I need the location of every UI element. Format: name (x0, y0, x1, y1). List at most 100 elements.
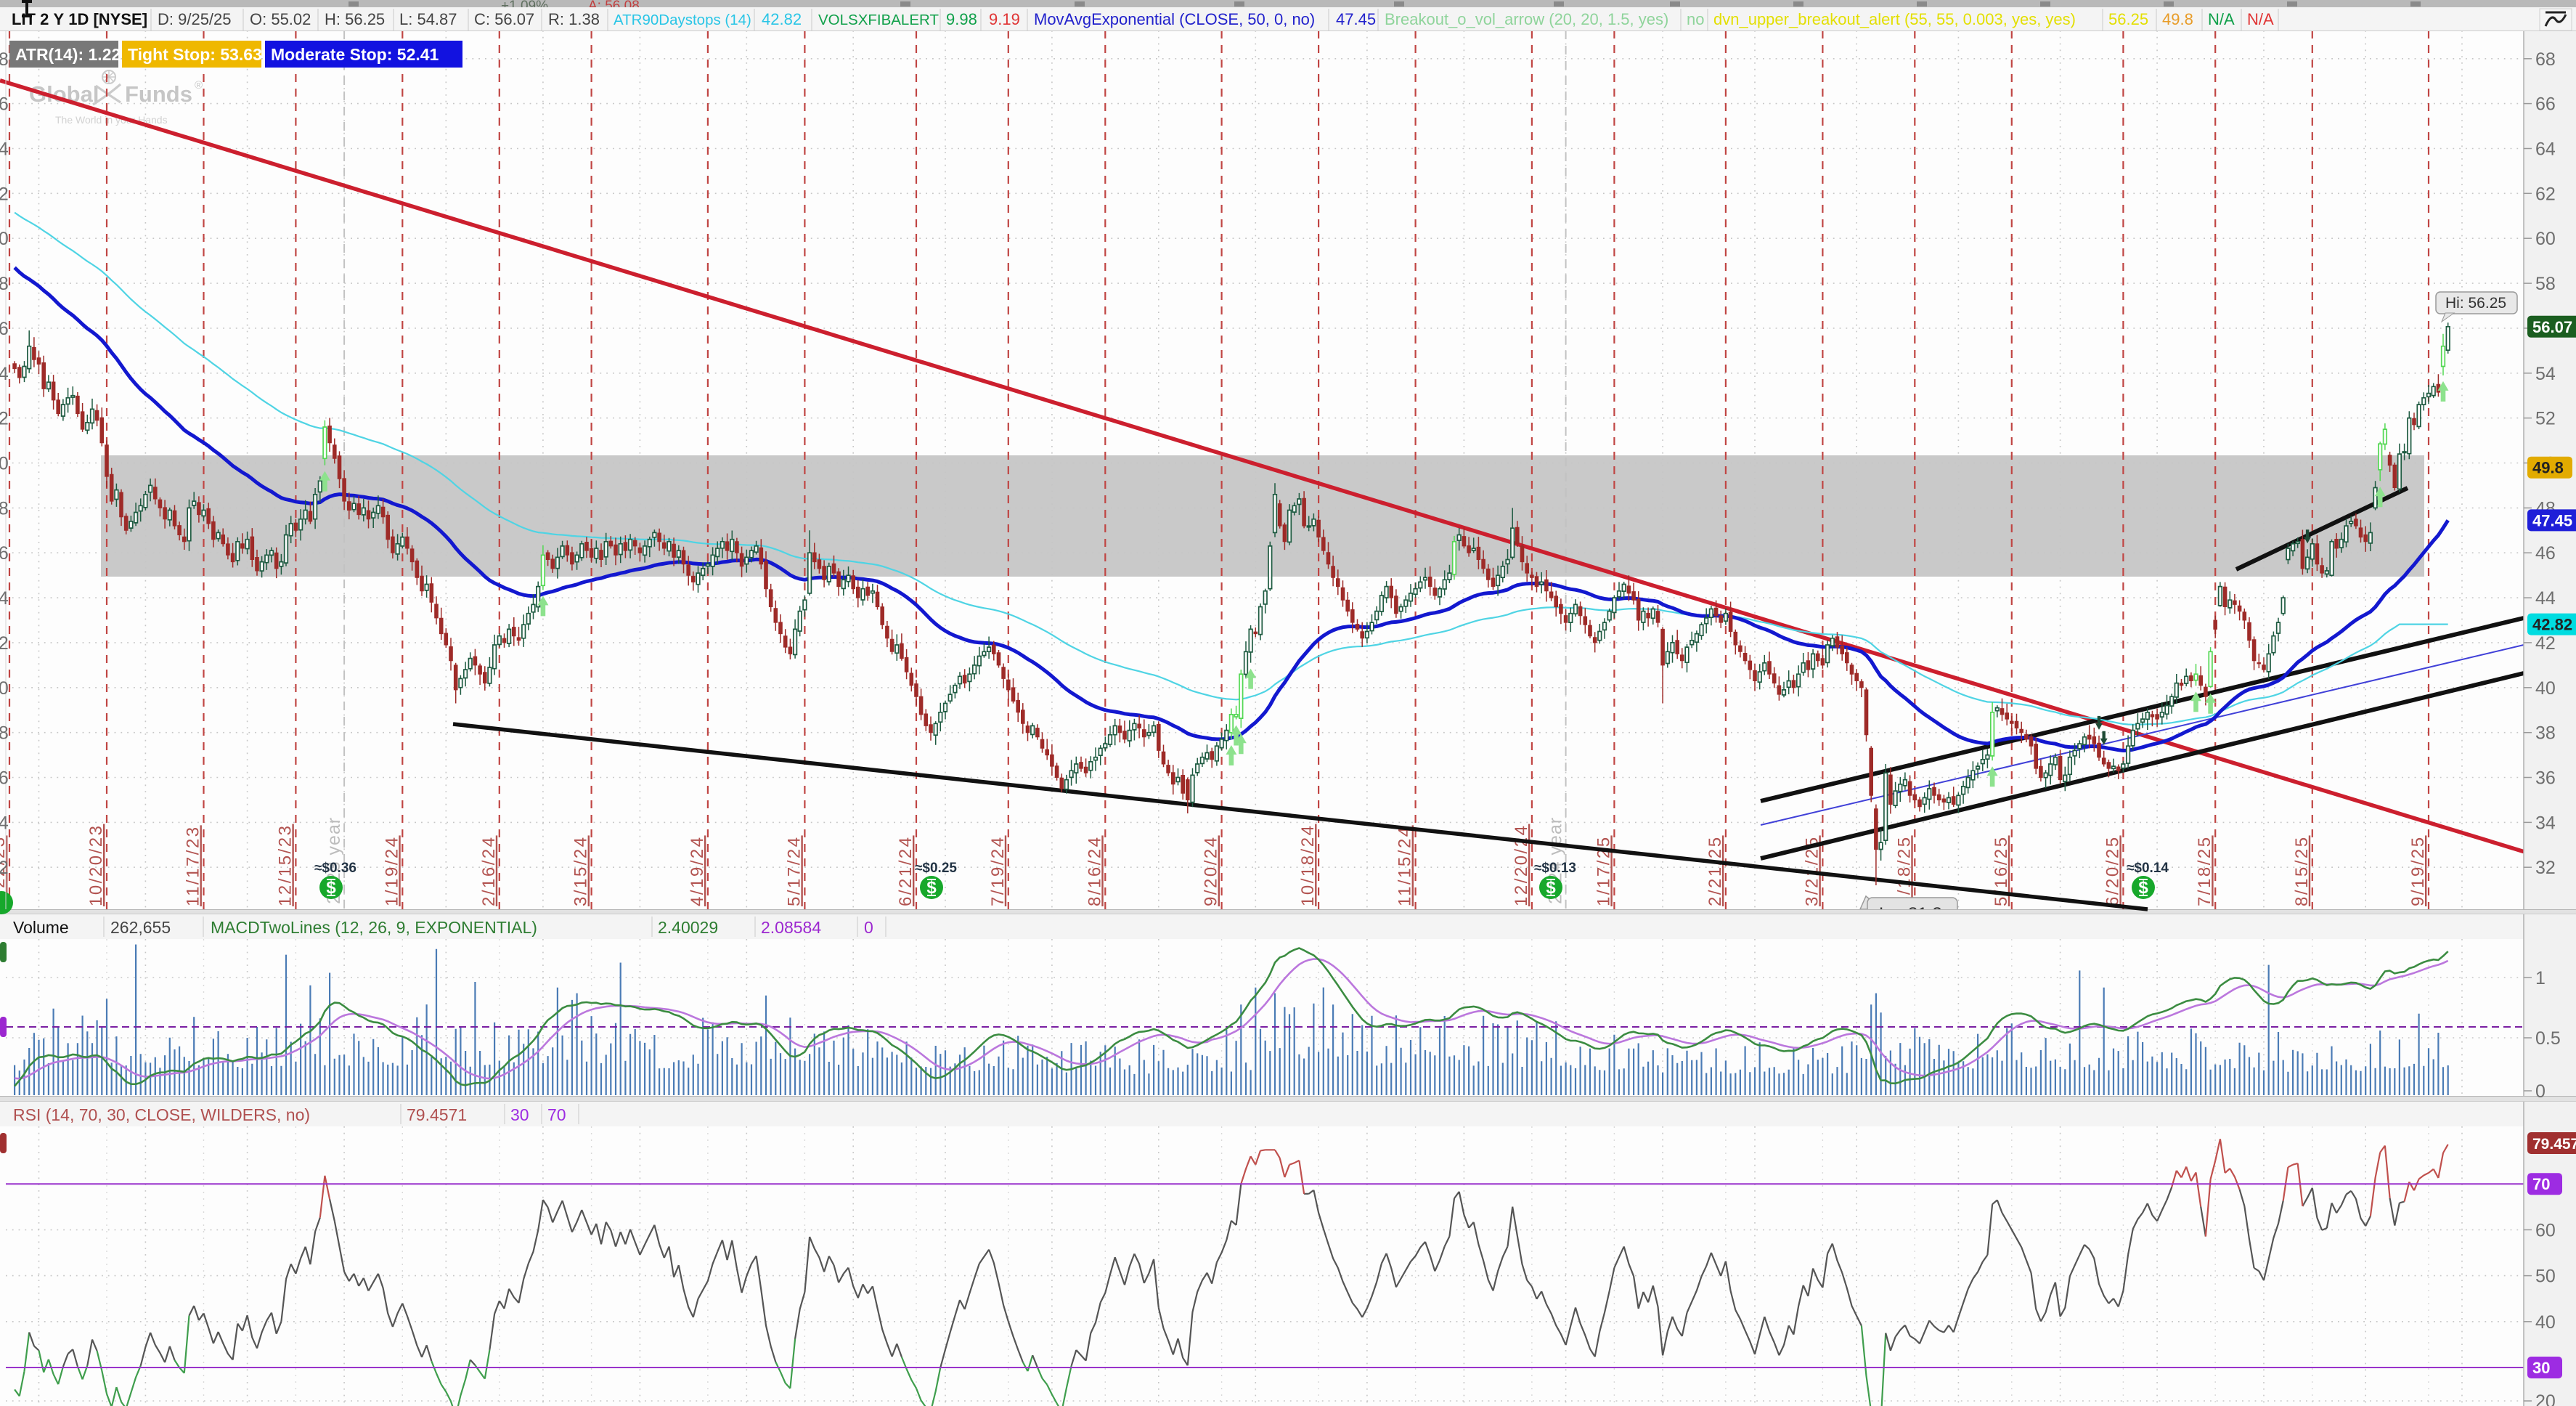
svg-text:$: $ (926, 878, 937, 898)
svg-text:4/19/24: 4/19/24 (688, 835, 707, 906)
svg-text:Moderate Stop: 52.41: Moderate Stop: 52.41 (271, 45, 439, 64)
svg-text:34: 34 (2535, 813, 2556, 833)
svg-text:ATR90Daystops (14): ATR90Daystops (14) (614, 12, 751, 28)
svg-text:4/18/25: 4/18/25 (1894, 835, 1914, 906)
svg-text:60: 60 (0, 229, 9, 249)
svg-text:1: 1 (2535, 968, 2546, 988)
svg-text:38: 38 (2535, 723, 2556, 744)
svg-text:40: 40 (2535, 678, 2556, 699)
svg-text:$: $ (1546, 878, 1556, 898)
svg-text:40: 40 (0, 678, 9, 699)
svg-text:11/17/23: 11/17/23 (184, 825, 203, 906)
svg-text:262,655: 262,655 (110, 918, 171, 937)
svg-text:49.8: 49.8 (2162, 10, 2193, 28)
svg-text:54: 54 (0, 364, 9, 384)
svg-text:1/19/24: 1/19/24 (382, 835, 402, 906)
svg-text:O: 55.02: O: 55.02 (250, 10, 311, 28)
svg-text:Breakout_o_vol_arrow (20, 20,: Breakout_o_vol_arrow (20, 20, 1.5, yes) (1385, 10, 1668, 28)
svg-text:12/20/24: 12/20/24 (1512, 824, 1531, 906)
svg-text:44: 44 (0, 588, 9, 609)
svg-text:+1.09%: +1.09% (501, 0, 548, 14)
svg-text:12/15/23: 12/15/23 (275, 824, 295, 906)
svg-text:62: 62 (0, 184, 9, 204)
svg-text:8/16/24: 8/16/24 (1085, 835, 1104, 906)
svg-text:7/19/24: 7/19/24 (988, 835, 1008, 906)
svg-text:46: 46 (0, 543, 9, 564)
svg-text:MACDTwoLines (12, 26, 9, EXPON: MACDTwoLines (12, 26, 9, EXPONENTIAL) (211, 918, 537, 937)
svg-text:30: 30 (2532, 1359, 2550, 1377)
svg-text:32: 32 (2535, 858, 2556, 878)
svg-text:54: 54 (2535, 364, 2556, 384)
svg-text:MovAvgExponential (CLOSE, 50,: MovAvgExponential (CLOSE, 50, 0, no) (1034, 10, 1315, 28)
svg-text:Hi: 56.25: Hi: 56.25 (2445, 295, 2506, 312)
svg-text:36: 36 (2535, 768, 2556, 789)
svg-text:38: 38 (0, 723, 9, 744)
svg-text:42: 42 (0, 633, 9, 654)
svg-text:79.457: 79.457 (2532, 1136, 2576, 1153)
svg-text:9.98: 9.98 (946, 10, 977, 28)
svg-text:9/19/25: 9/19/25 (2408, 835, 2428, 906)
svg-text:70: 70 (547, 1105, 566, 1124)
svg-text:70: 70 (2532, 1175, 2550, 1193)
svg-text:Funds: Funds (125, 81, 192, 107)
svg-text:66: 66 (2535, 94, 2556, 115)
svg-text:≈$0.36: ≈$0.36 (314, 861, 356, 876)
svg-text:0: 0 (864, 918, 873, 937)
svg-text:®: ® (195, 79, 203, 92)
svg-text:52: 52 (0, 409, 9, 429)
svg-text:58: 58 (0, 274, 9, 294)
svg-text:68: 68 (2535, 49, 2556, 70)
svg-text:LIT 2 Y 1D [NYSE]: LIT 2 Y 1D [NYSE] (12, 10, 147, 28)
svg-text:0.5: 0.5 (2535, 1028, 2561, 1049)
svg-text:42: 42 (2535, 633, 2556, 654)
svg-text:5/17/24: 5/17/24 (784, 835, 804, 906)
svg-text:66: 66 (0, 94, 9, 115)
svg-text:8/15/25: 8/15/25 (2292, 835, 2312, 906)
svg-text:6/21/24: 6/21/24 (896, 835, 916, 906)
svg-text:dvn_upper_breakout_alert (55,: dvn_upper_breakout_alert (55, 55, 0.003,… (1713, 10, 2076, 28)
svg-text:no: no (1687, 10, 1704, 28)
svg-text:2/21/25: 2/21/25 (1705, 835, 1725, 906)
svg-text:58: 58 (2535, 274, 2556, 294)
svg-text:≈$0.25: ≈$0.25 (915, 861, 957, 876)
svg-text:30: 30 (510, 1105, 529, 1124)
svg-text:≈$0.14: ≈$0.14 (2127, 861, 2169, 876)
svg-text:R: 1.38: R: 1.38 (548, 10, 600, 28)
svg-text:N/A: N/A (2208, 10, 2235, 28)
svg-text:6/20/25: 6/20/25 (2103, 835, 2122, 906)
svg-text:47.45: 47.45 (1336, 10, 1376, 28)
svg-text:10/18/24: 10/18/24 (1298, 824, 1318, 906)
svg-text:$: $ (326, 878, 336, 898)
svg-text:47.45: 47.45 (2532, 511, 2572, 529)
svg-text:49.8: 49.8 (2532, 459, 2564, 477)
svg-text:56.25: 56.25 (2108, 10, 2148, 28)
svg-text:2.08584: 2.08584 (761, 918, 821, 937)
svg-text:RSI (14, 70, 30, CLOSE, WILDER: RSI (14, 70, 30, CLOSE, WILDERS, no) (13, 1105, 310, 1124)
svg-text:56.07: 56.07 (2532, 318, 2572, 336)
svg-text:≈$0.13: ≈$0.13 (1534, 861, 1576, 876)
svg-text:64: 64 (2535, 139, 2556, 160)
svg-text:44: 44 (2535, 588, 2556, 609)
svg-text:48: 48 (0, 498, 9, 519)
svg-text:9/22/23: 9/22/23 (0, 835, 9, 906)
svg-text:50: 50 (2535, 1267, 2556, 1287)
svg-text:D: 9/25/25: D: 9/25/25 (158, 10, 232, 28)
svg-text:52: 52 (2535, 409, 2556, 429)
svg-text:64: 64 (0, 139, 9, 160)
svg-text:20: 20 (2535, 1391, 2556, 1406)
svg-text:36: 36 (0, 768, 9, 789)
svg-text:H: 56.25: H: 56.25 (325, 10, 385, 28)
svg-text:68: 68 (0, 49, 9, 70)
svg-text:7/18/25: 7/18/25 (2195, 835, 2214, 906)
svg-text:46: 46 (2535, 543, 2556, 564)
svg-text:$: $ (2138, 878, 2148, 898)
svg-text:A: 56.08: A: 56.08 (588, 0, 640, 14)
svg-text:42.82: 42.82 (762, 10, 802, 28)
svg-text:2/16/24: 2/16/24 (479, 835, 499, 906)
svg-text:2.40029: 2.40029 (658, 918, 718, 937)
svg-text:62: 62 (2535, 184, 2556, 204)
svg-text:Volume: Volume (13, 918, 69, 937)
svg-text:42.82: 42.82 (2532, 616, 2572, 634)
svg-text:ATR(14): 1.22: ATR(14): 1.22 (15, 45, 121, 64)
svg-text:60: 60 (2535, 1220, 2556, 1240)
